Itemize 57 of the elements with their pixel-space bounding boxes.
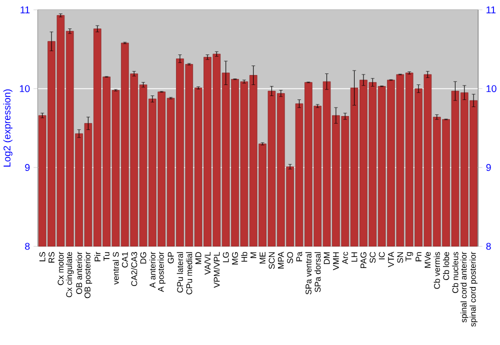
x-tick-label: VPM/VPL [214, 252, 220, 288]
x-tick-label: Tg [406, 252, 414, 262]
x-tick-label: LG [222, 252, 229, 262]
x-tick-label: Pir [94, 252, 100, 262]
x-tick-label: VTA [388, 252, 394, 268]
x-tick-label: CPu lateral [176, 252, 184, 293]
x-tick-label: VMH [333, 252, 339, 270]
x-tick-label: SCN [268, 252, 275, 269]
x-tick-label: ventral S [112, 252, 119, 285]
x-tick-label: Cb vermis [434, 252, 440, 289]
x-tick-label: MG [232, 252, 238, 265]
x-tick-label: A posterior [158, 252, 166, 292]
y2-tick-label: 9 [486, 164, 491, 172]
y-tick-label: 10 [20, 85, 30, 92]
y-axis-title: Log2 (expression) [3, 90, 12, 167]
x-tick-label: Hb [241, 252, 248, 262]
x-tick-label: OB posterior [84, 252, 92, 298]
x-tick-label: spinal cord anterior [460, 252, 468, 322]
x-tick-label: LH [351, 252, 358, 262]
x-tick-label: ME [260, 252, 266, 264]
x-tick-label: PAG [360, 252, 366, 268]
x-tick-label: IC [378, 252, 385, 260]
x-tick-label: SN [397, 252, 404, 263]
x-tick-label: MD [195, 252, 202, 264]
x-tick-label: Pa [296, 252, 302, 262]
x-tick-label: SPa dorsal [314, 252, 321, 292]
x-tick-label: SO [287, 252, 294, 264]
x-tick-label: M [250, 252, 256, 258]
x-tick-label: Tu [104, 252, 110, 262]
x-tick-label: Cb lobe [442, 252, 450, 280]
x-tick-label: Cb nucleus [452, 252, 458, 294]
x-tick-label: VA/VL [204, 252, 211, 275]
x-tick-label: Cx cingulate [66, 252, 74, 298]
y2-tick-label: 10 [486, 85, 496, 92]
x-tick-label: DM [324, 252, 330, 264]
y-tick-label: 11 [20, 6, 30, 14]
x-tick-label: MPA [278, 252, 284, 269]
x-tick-label: A anterior [149, 252, 156, 288]
x-tick-label: CA2/CA3 [131, 252, 138, 286]
y-tick-label: 8 [25, 242, 30, 250]
x-tick-label: Arc [342, 252, 348, 264]
x-tick-label: CA1 [122, 252, 128, 268]
x-tick-label: DG [140, 252, 146, 264]
x-tick-label: spinal cord posterior [470, 252, 478, 327]
x-tick-label: GP [168, 252, 174, 264]
x-tick-label: Cx motor [58, 252, 64, 286]
x-tick-label: SC [370, 252, 376, 263]
x-tick-label: MVe [424, 252, 431, 268]
y2-tick-label: 8 [486, 242, 491, 250]
y2-tick-label: 11 [486, 6, 496, 14]
x-tick-label: LS [39, 252, 46, 262]
y-tick-label: 9 [25, 164, 30, 172]
x-tick-label: CPu medial [186, 252, 192, 294]
x-tick-label: RS [48, 252, 54, 263]
x-tick-label: SPa ventral [305, 252, 312, 295]
x-tick-label: Pn [416, 252, 422, 262]
x-tick-label: OB anterior [76, 252, 82, 294]
